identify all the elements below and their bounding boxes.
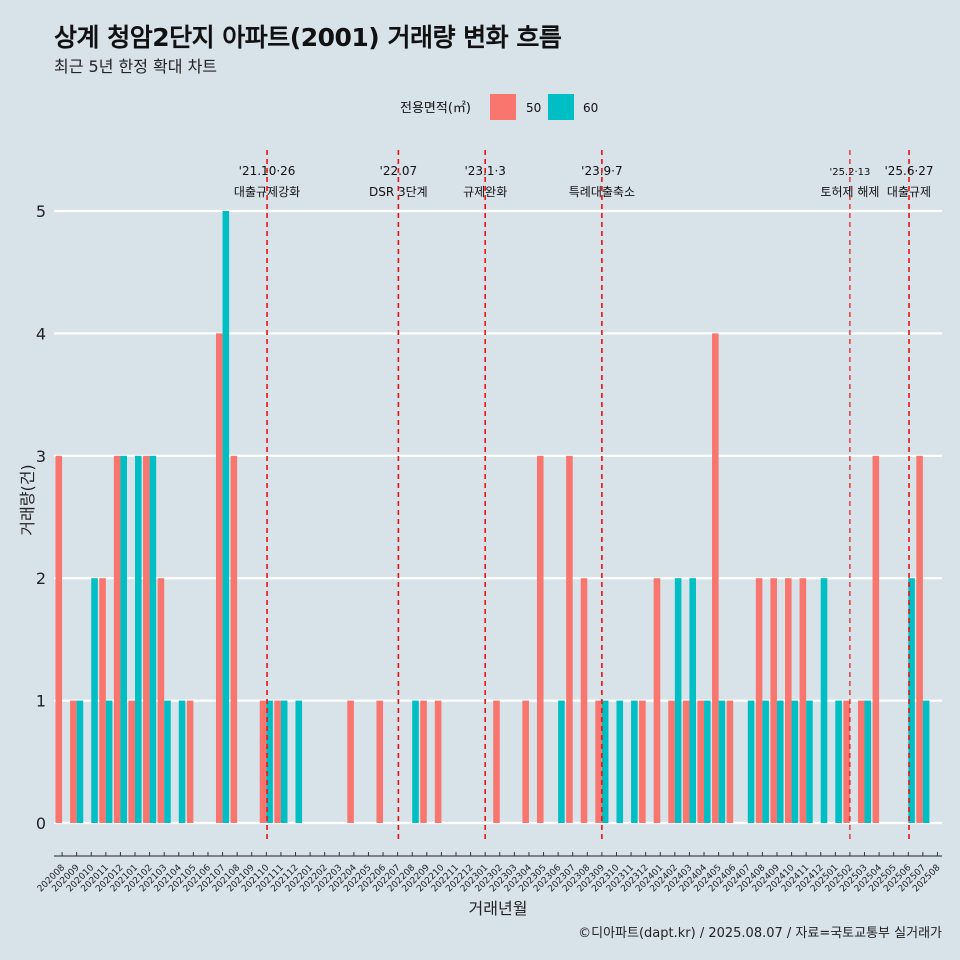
bar-50-202012	[113, 455, 121, 823]
bar-50-202405	[712, 333, 719, 823]
bar-50-202504	[872, 455, 880, 823]
bar-60-202310	[616, 700, 624, 823]
bar-60-202506	[908, 578, 915, 823]
bar-50-202110	[259, 700, 267, 823]
x-axis-title: 거래년월	[469, 899, 528, 918]
bar-50-202308	[580, 578, 588, 823]
y-axis-title: 거래량(건)	[18, 464, 37, 535]
bar-50-202503	[857, 700, 865, 823]
y-tick-label: 2	[36, 569, 46, 588]
bar-50-202307	[566, 455, 573, 823]
bar-50-202410	[785, 578, 792, 823]
bar-60-202110	[266, 700, 273, 823]
bar-50-202302	[493, 700, 500, 823]
bar-50-202411	[799, 578, 807, 823]
event-date: '23.9·7	[581, 164, 622, 178]
event-date: '23.1·3	[464, 164, 505, 178]
bar-50-202204	[347, 700, 354, 823]
bar-60-202107	[222, 211, 230, 823]
bar-60-202409	[776, 700, 784, 823]
bar-50-202008	[55, 455, 63, 823]
bar-50-202206	[376, 700, 384, 823]
bar-50-202401	[653, 578, 661, 823]
legend-title: 전용면적(㎡)	[400, 101, 471, 116]
event-date: '21.10·26	[239, 164, 296, 178]
bar-50-202011	[99, 578, 106, 823]
y-tick-label: 1	[36, 692, 46, 711]
source-caption: ©디아파트(dapt.kr) / 2025.08.07 / 자료=국토교통부 실…	[578, 926, 942, 941]
event-label: 대출규제강화	[234, 185, 300, 199]
chart-subtitle: 최근 5년 한정 확대 차트	[54, 57, 218, 76]
legend-swatch-60	[548, 94, 574, 120]
bar-50-202507	[916, 455, 923, 823]
bar-50-202402	[668, 700, 675, 823]
bar-50-202408	[755, 578, 763, 823]
bar-50-202107	[215, 333, 223, 823]
bar-50-202409	[770, 578, 777, 823]
bar-60-202403	[689, 578, 697, 823]
bar-60-202112	[295, 700, 303, 823]
event-label: 규제완화	[463, 185, 507, 199]
bar-60-202306	[558, 700, 565, 823]
bar-50-202304	[522, 700, 529, 823]
y-tick-label: 0	[36, 814, 46, 833]
bar-60-202009	[76, 700, 84, 823]
bar-60-202208	[412, 700, 419, 823]
bar-50-202305	[536, 455, 544, 823]
bar-50-202312	[639, 700, 646, 823]
bar-60-202402	[674, 578, 682, 823]
bar-60-202404	[704, 700, 711, 823]
bar-60-202011	[105, 700, 113, 823]
bar-60-202102	[149, 455, 157, 823]
bar-50-202111	[274, 700, 281, 823]
y-tick-label: 5	[36, 202, 46, 221]
bar-50-202103	[157, 578, 165, 823]
bar-60-202103	[164, 700, 171, 823]
bar-50-202108	[230, 455, 238, 823]
bar-50-202209	[420, 700, 427, 823]
bar-60-202311	[631, 700, 638, 823]
bar-50-202210	[434, 700, 442, 823]
legend-label-60: 60	[583, 101, 598, 115]
chart-title: 상계 청암2단지 아파트(2001) 거래량 변화 흐름	[54, 23, 562, 52]
bar-60-202309	[601, 700, 609, 823]
bar-50-202009	[70, 700, 77, 823]
bar-60-202111	[280, 700, 288, 823]
bar-50-202406	[726, 700, 734, 823]
event-date: '25.2·13	[829, 167, 870, 178]
bar-60-202405	[718, 700, 726, 823]
legend-swatch-50	[490, 94, 516, 120]
legend-label-50: 50	[526, 101, 541, 115]
bar-50-202403	[682, 700, 690, 823]
bar-60-202104	[178, 700, 186, 823]
bar-50-202502	[843, 700, 850, 823]
bar-60-202507	[922, 700, 930, 823]
bar-50-202105	[186, 700, 194, 823]
bar-60-202501	[835, 700, 842, 823]
event-label: 대출규제	[887, 185, 931, 199]
bar-50-202102	[143, 455, 150, 823]
bar-60-202408	[762, 700, 769, 823]
bar-60-202010	[91, 578, 98, 823]
bar-50-202101	[128, 700, 136, 823]
bar-60-202412	[820, 578, 828, 823]
event-date: '25.6·27	[884, 164, 933, 178]
event-date: '22.07	[380, 164, 418, 178]
y-tick-label: 4	[36, 324, 46, 343]
bar-60-202410	[791, 700, 799, 823]
bar-60-202407	[747, 700, 755, 823]
event-label: 토허제 해제	[820, 185, 879, 199]
y-tick-label: 3	[36, 447, 46, 466]
event-label: 특례대출축소	[569, 185, 635, 199]
bar-50-202404	[697, 700, 705, 823]
bar-50-202309	[595, 700, 602, 823]
bar-60-202503	[864, 700, 872, 823]
bar-60-202012	[120, 455, 127, 823]
event-label: DSR 3단계	[369, 185, 428, 199]
bar-60-202101	[135, 455, 142, 823]
bar-60-202411	[806, 700, 813, 823]
